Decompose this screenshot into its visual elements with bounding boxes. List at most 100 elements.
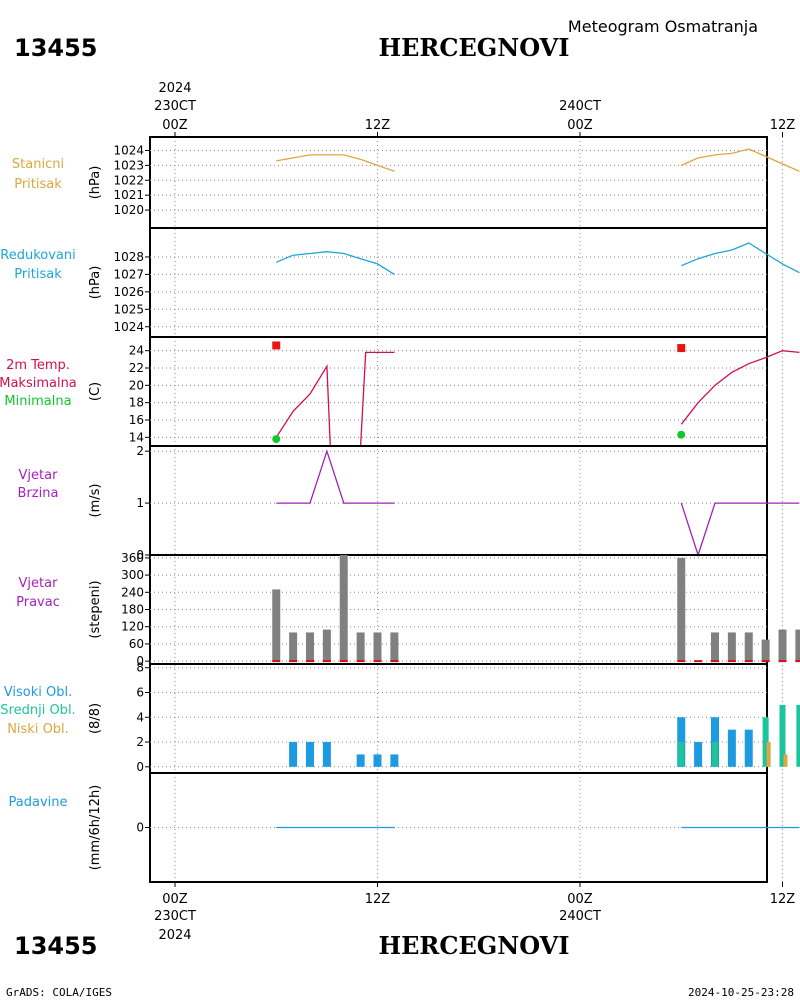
wind-direction-bar (356, 632, 365, 662)
y-tick-label: 1027 (113, 267, 144, 281)
wind-direction-bar (795, 629, 800, 662)
y-tick-label: 360 (121, 551, 144, 565)
bottom-time-tick-label: 12Z (770, 892, 796, 907)
y-tick-label: 1023 (113, 158, 144, 172)
cloud-bar-high (306, 742, 314, 767)
y-tick-label: 300 (121, 568, 144, 582)
cloud-bar-mid (796, 704, 800, 767)
panel-frame-wind_speed (149, 445, 768, 556)
wind-direction-bar (390, 632, 399, 662)
y-tick-label: 20 (129, 378, 144, 392)
footer-station-id: 13455 (14, 932, 98, 960)
bottom-time-tick-label: 12Z (365, 892, 391, 907)
series-line-wind-speed (276, 449, 395, 504)
bottom-date-label: 240CT (559, 909, 601, 924)
y-tick-label: 6 (136, 685, 144, 699)
cloud-bar-mid (779, 704, 786, 767)
panel-label: Minimalna (4, 394, 71, 409)
cloud-bar-high (711, 717, 719, 767)
y-axis-unit-label: (mm/6h/12h) (88, 785, 103, 871)
bottom-date-label: 230CT (154, 909, 196, 924)
top-time-tick-label: 12Z (770, 118, 796, 133)
cloud-bar-mid (712, 742, 718, 767)
cloud-bar-high (322, 742, 331, 767)
wind-direction-bar (322, 629, 331, 662)
wind-direction-bar (677, 557, 686, 662)
series-line-station-pressure (276, 154, 395, 172)
header-station-name: HERCEGNOVI (378, 33, 569, 62)
top-time-tick-label: 12Z (365, 118, 391, 133)
y-tick-label: 0 (136, 654, 144, 668)
y-axis-unit-label: (m/s) (88, 484, 103, 518)
series-line-wind-speed (680, 502, 800, 558)
footer-timestamp: 2024-10-25-23:28 (688, 986, 794, 999)
y-tick-label: 8 (136, 661, 144, 675)
cloud-bar-mid (678, 742, 685, 767)
y-tick-label: 180 (121, 603, 144, 617)
y-tick-label: 14 (129, 430, 144, 444)
bottom-time-tick-label: 00Z (567, 892, 593, 907)
y-tick-label: 18 (129, 396, 144, 410)
panel-frame-reduced_pressure (149, 227, 768, 338)
panel-label: 2m Temp. (6, 358, 70, 373)
y-axis-unit-label: (hPa) (88, 266, 103, 300)
wind-direction-bar (339, 555, 348, 662)
y-tick-label: 2 (136, 735, 144, 749)
series-line-reduced-pressure (276, 251, 395, 275)
series-line-temperature (680, 350, 800, 425)
cloud-bar-high (390, 754, 399, 767)
cloud-bar-high (356, 754, 365, 767)
header-subtitle: Meteogram Osmatranja (568, 17, 758, 36)
y-tick-label: 0 (136, 821, 144, 835)
panel-label: Padavine (9, 795, 68, 810)
series-line-station-pressure (681, 148, 800, 172)
footer-credit: GrADS: COLA/IGES (6, 986, 112, 999)
y-tick-label: 1022 (113, 173, 144, 187)
bottom-year-label: 2024 (158, 928, 191, 943)
header-station-id: 13455 (14, 34, 98, 62)
y-tick-label: 0 (136, 548, 144, 562)
y-tick-label: 2 (136, 444, 144, 458)
cloud-bar-mid (762, 717, 769, 767)
y-tick-label: 1024 (113, 143, 144, 157)
panel-label: Vjetar (19, 576, 59, 591)
y-tick-label: 24 (129, 344, 144, 358)
panel-label: Stanicni (12, 157, 64, 172)
cloud-bar-high (677, 717, 686, 767)
panel-label: Pritisak (14, 177, 62, 192)
top-time-tick-label: 00Z (162, 118, 188, 133)
series-line-reduced-pressure (681, 242, 800, 274)
bottom-time-tick-label: 00Z (162, 892, 188, 907)
cloud-bar-high (744, 729, 753, 767)
series-line-temperature (275, 364, 331, 447)
wind-direction-bar (727, 632, 736, 662)
cloud-bar-high (289, 742, 298, 767)
wind-direction-bar (289, 632, 298, 662)
series-line-temperature (359, 351, 395, 447)
max-temp-marker (272, 341, 281, 350)
wind-direction-bar (761, 639, 770, 662)
cloud-bar-low (766, 742, 771, 767)
y-tick-label: 1020 (113, 203, 144, 217)
y-tick-label: 0 (136, 760, 144, 774)
y-axis-unit-label: (8/8) (88, 703, 103, 734)
footer-station-name: HERCEGNOVI (378, 931, 569, 960)
y-axis-unit-label: (stepeni) (88, 580, 103, 638)
y-tick-label: 1021 (113, 188, 144, 202)
y-tick-label: 60 (129, 637, 144, 651)
cloud-bar-low (783, 754, 788, 767)
panel-label: Srednji Obl. (0, 703, 75, 718)
panel-label: Maksimalna (0, 376, 77, 391)
y-tick-label: 1025 (113, 302, 144, 316)
panel-label: Visoki Obl. (4, 685, 72, 700)
y-tick-label: 1028 (113, 250, 144, 264)
y-tick-label: 1 (136, 496, 144, 510)
wind-direction-bar (778, 629, 787, 662)
y-tick-label: 22 (129, 361, 144, 375)
y-axis-unit-label: (C) (88, 382, 103, 401)
wind-direction-bar (373, 632, 382, 662)
panel-frame-clouds (149, 663, 768, 774)
top-time-tick-label: 00Z (567, 118, 593, 133)
cloud-bar-high (694, 742, 703, 767)
